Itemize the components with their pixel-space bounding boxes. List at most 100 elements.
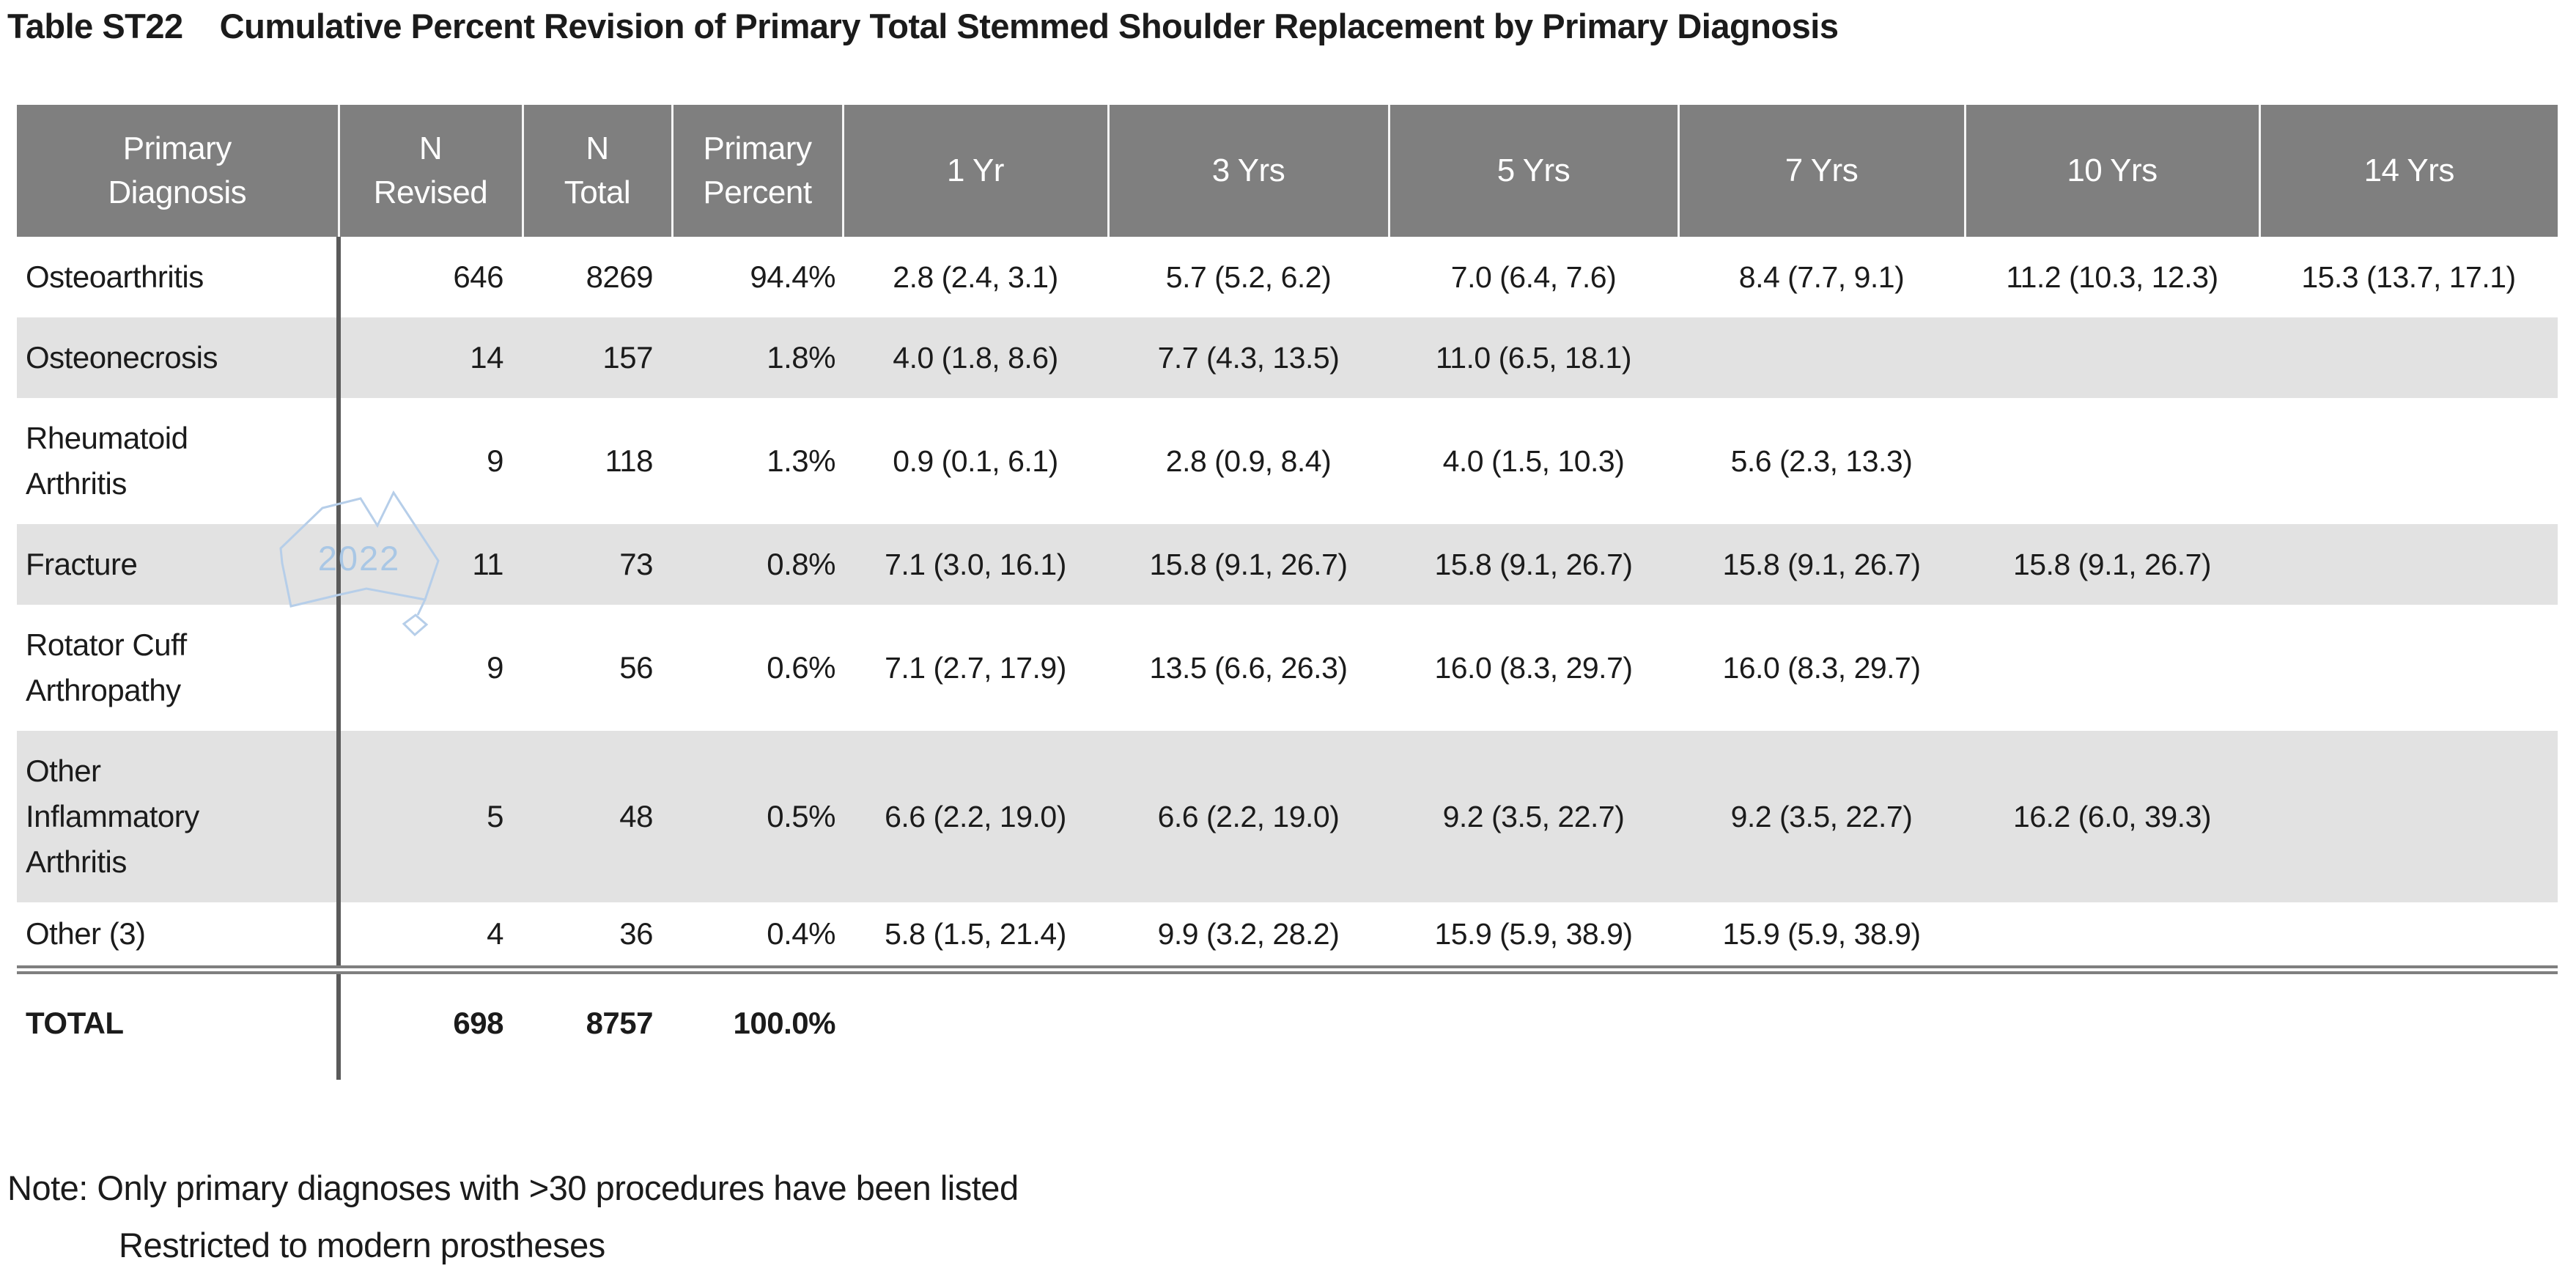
table-number: Table ST22: [7, 7, 183, 45]
cell-7yrs: 15.9 (5.9, 38.9): [1722, 917, 1921, 951]
cell-n-total: 157: [523, 317, 672, 398]
cell-percent: 1.8%: [672, 317, 843, 398]
cell-5yrs: 7.0 (6.4, 7.6): [1450, 260, 1617, 294]
cell-percent: 94.4%: [750, 259, 835, 294]
cell-5yrs: 16.0 (8.3, 29.7): [1434, 651, 1633, 685]
cell-14yrs: [2259, 524, 2558, 605]
col-1yr: 1 Yr: [841, 105, 1108, 237]
note-line-2: Restricted to modern prostheses: [119, 1226, 605, 1264]
table-header: Primary Diagnosis N Revised N Total Primary…: [17, 105, 2558, 237]
cell-1yr: 6.6 (2.2, 19.0): [843, 731, 1108, 902]
cell-14yrs: [2259, 605, 2558, 731]
cell-5yrs: 4.0 (1.5, 10.3): [1442, 444, 1625, 478]
page-title: Table ST22 Cumulative Percent Revision of…: [7, 6, 1839, 46]
col-n-total: N Total: [521, 105, 672, 237]
table-row-total: TOTAL 698 8757 100.0%: [17, 965, 2558, 1080]
col-7yrs: 7 Yrs: [1677, 105, 1965, 237]
cell-n-revised: 9: [336, 605, 523, 731]
col-3yrs: 3 Yrs: [1107, 105, 1389, 237]
cell-1yr: 0.9 (0.1, 6.1): [893, 444, 1058, 478]
cell-3yrs: 13.5 (6.6, 26.3): [1149, 651, 1348, 685]
cell-14yrs: 15.3 (13.7, 17.1): [2301, 260, 2516, 294]
cell-1yr: 7.1 (3.0, 16.1): [843, 524, 1108, 605]
table-caption: Cumulative Percent Revision of Primary T…: [219, 7, 1839, 45]
cell-percent: 0.6%: [767, 650, 835, 685]
cell-diagnosis: Other Inflammatory Arthritis: [17, 731, 339, 902]
cell-n-total: 48: [523, 731, 672, 902]
cell-n-revised: 14: [336, 317, 523, 398]
cell-10yrs: 16.2 (6.0, 39.3): [1965, 731, 2259, 902]
cell-10yrs: [1965, 317, 2259, 398]
cell-1yr: 5.8 (1.5, 21.4): [885, 917, 1066, 951]
col-n-revised: N Revised: [337, 105, 523, 237]
cell-5yrs: 15.8 (9.1, 26.7): [1389, 524, 1678, 605]
cell-percent: 0.8%: [672, 524, 843, 605]
table-row-osteoarthritis: Osteoarthritis 646 8269 94.4% 2.8 (2.4, …: [17, 237, 2558, 317]
cell-n-total: 118: [605, 443, 654, 478]
cell-10yrs: [1965, 605, 2259, 731]
cell-total-n-total: 8757: [523, 965, 672, 1080]
cell-percent: 0.5%: [672, 731, 843, 902]
cell-5yrs: 11.0 (6.5, 18.1): [1389, 317, 1678, 398]
cell-3yrs: 9.9 (3.2, 28.2): [1157, 917, 1340, 951]
cell-14yrs: [2259, 317, 2558, 398]
table-row-rheumatoid-arthritis: Rheumatoid Arthritis 9 118 1.3% 0.9 (0.1,…: [17, 398, 2558, 524]
cell-total-empty: [843, 965, 2558, 1080]
cpr-table: Primary Diagnosis N Revised N Total Primary…: [17, 105, 2558, 1080]
cell-10yrs: 15.8 (9.1, 26.7): [1965, 524, 2259, 605]
col-primary-diagnosis: Primary Diagnosis: [17, 105, 339, 237]
table-row-rotator-cuff-arthropathy: Rotator Cuff Arthropathy 9 56 0.6% 7.1 (2…: [17, 605, 2558, 731]
cell-14yrs: [2259, 902, 2558, 970]
cell-14yrs: [2259, 731, 2558, 902]
col-14yrs: 14 Yrs: [2258, 105, 2558, 237]
cell-total-label: TOTAL: [17, 965, 339, 1080]
cell-n-total: 36: [619, 916, 653, 951]
cell-7yrs: 8.4 (7.7, 9.1): [1738, 260, 1905, 294]
cell-n-total: 56: [619, 650, 653, 685]
table-row-other: Other (3) 4 36 0.4% 5.8 (1.5, 21.4) 9.9 …: [17, 902, 2558, 970]
cell-diagnosis: Osteonecrosis: [17, 317, 339, 398]
cell-diagnosis: Fracture: [17, 524, 339, 605]
table-row-other-inflammatory-arthritis: Other Inflammatory Arthritis 5 48 0.5% 6.6…: [17, 731, 2558, 902]
cell-7yrs: 16.0 (8.3, 29.7): [1722, 651, 1921, 685]
table-row-osteonecrosis: Osteonecrosis 14 157 1.8% 4.0 (1.8, 8.6)…: [17, 317, 2558, 398]
cell-7yrs: [1678, 317, 1965, 398]
cell-10yrs: 11.2 (10.3, 12.3): [2006, 260, 2218, 294]
cell-10yrs: [1965, 902, 2259, 970]
cell-percent: 1.3%: [767, 443, 835, 478]
cell-total-percent: 100.0%: [672, 965, 843, 1080]
cell-3yrs: 15.8 (9.1, 26.7): [1108, 524, 1389, 605]
cell-n-total: 73: [523, 524, 672, 605]
cell-diagnosis: Rotator Cuff Arthropathy: [26, 627, 187, 707]
col-primary-percent: Primary Percent: [671, 105, 843, 237]
cell-total-n-revised: 698: [336, 965, 523, 1080]
header-row: Primary Diagnosis N Revised N Total Primary…: [17, 105, 2558, 237]
cell-diagnosis: Rheumatoid Arthritis: [26, 421, 188, 501]
cell-1yr: 7.1 (2.7, 17.9): [885, 651, 1066, 685]
cell-7yrs: 5.6 (2.3, 13.3): [1730, 444, 1913, 478]
cell-3yrs: 7.7 (4.3, 13.5): [1108, 317, 1389, 398]
cell-n-total: 8269: [586, 259, 654, 294]
cell-3yrs: 2.8 (0.9, 8.4): [1165, 444, 1332, 478]
cell-n-revised: 4: [336, 902, 523, 970]
col-5yrs: 5 Yrs: [1387, 105, 1678, 237]
cell-7yrs: 15.8 (9.1, 26.7): [1678, 524, 1965, 605]
cell-7yrs: 9.2 (3.5, 22.7): [1678, 731, 1965, 902]
cell-3yrs: 5.7 (5.2, 6.2): [1165, 260, 1332, 294]
col-10yrs: 10 Yrs: [1963, 105, 2259, 237]
footnotes: Note: Only primary diagnoses with >30 pr…: [7, 1160, 1019, 1274]
cell-14yrs: [2259, 398, 2558, 524]
cell-10yrs: [1965, 398, 2259, 524]
cell-percent: 0.4%: [767, 916, 835, 951]
cell-n-revised: 11: [336, 524, 523, 605]
note-line-1: Note: Only primary diagnoses with >30 pr…: [7, 1168, 1019, 1207]
cell-n-revised: 646: [336, 237, 523, 317]
cell-1yr: 4.0 (1.8, 8.6): [843, 317, 1108, 398]
cell-diagnosis: Osteoarthritis: [26, 259, 204, 294]
cell-n-revised: 9: [336, 398, 523, 524]
cell-3yrs: 6.6 (2.2, 19.0): [1108, 731, 1389, 902]
cell-n-revised: 5: [336, 731, 523, 902]
cell-5yrs: 9.2 (3.5, 22.7): [1389, 731, 1678, 902]
cell-5yrs: 15.9 (5.9, 38.9): [1434, 917, 1633, 951]
cell-1yr: 2.8 (2.4, 3.1): [893, 260, 1058, 294]
